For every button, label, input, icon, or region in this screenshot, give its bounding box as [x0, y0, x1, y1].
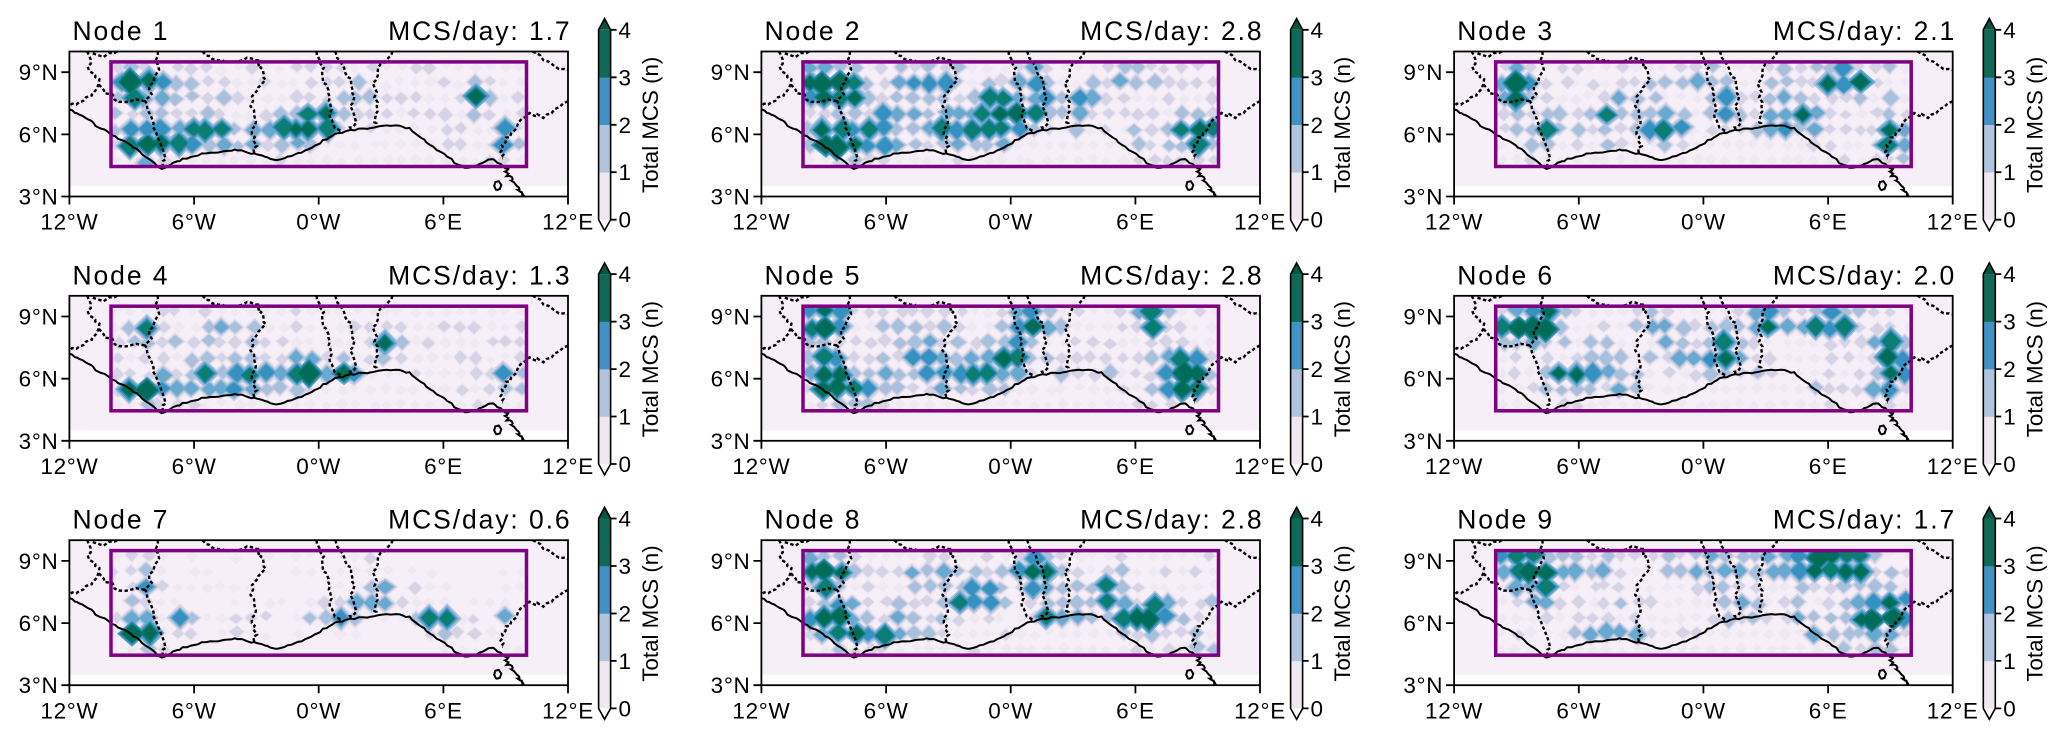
svg-text:Node 9: Node 9 — [1457, 505, 1554, 535]
svg-text:MCS/day: 2.8: MCS/day: 2.8 — [1080, 260, 1263, 290]
svg-text:Node 2: Node 2 — [765, 16, 862, 46]
svg-text:Node 6: Node 6 — [1457, 260, 1554, 290]
svg-text:Node 1: Node 1 — [73, 16, 170, 46]
svg-text:MCS/day: 1.3: MCS/day: 1.3 — [388, 260, 571, 290]
svg-text:MCS/day: 2.1: MCS/day: 2.1 — [1773, 16, 1956, 46]
svg-text:Node 4: Node 4 — [73, 260, 170, 290]
svg-text:Node 8: Node 8 — [765, 505, 862, 535]
svg-text:MCS/day: 2.8: MCS/day: 2.8 — [1080, 505, 1263, 535]
svg-text:MCS/day: 2.0: MCS/day: 2.0 — [1773, 260, 1956, 290]
svg-text:Node 7: Node 7 — [73, 505, 170, 535]
svg-text:MCS/day: 1.7: MCS/day: 1.7 — [388, 16, 571, 46]
svg-text:MCS/day: 2.8: MCS/day: 2.8 — [1080, 16, 1263, 46]
svg-text:MCS/day: 0.6: MCS/day: 0.6 — [388, 505, 571, 535]
svg-text:Node 5: Node 5 — [765, 260, 862, 290]
svg-text:Node 3: Node 3 — [1457, 16, 1554, 46]
svg-text:MCS/day: 1.7: MCS/day: 1.7 — [1773, 505, 1956, 535]
